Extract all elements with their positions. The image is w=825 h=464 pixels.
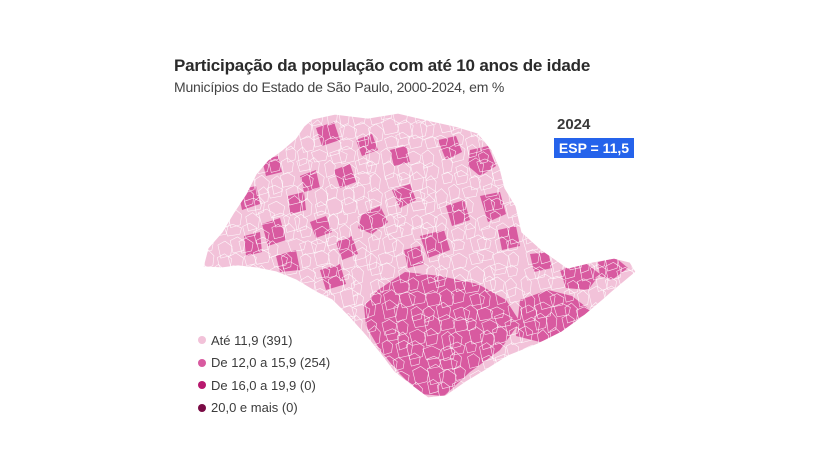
- legend-swatch-very-high: [198, 403, 206, 412]
- page-subtitle: Municípios do Estado de São Paulo, 2000-…: [174, 79, 505, 95]
- map-legend: Até 11,9 (391) De 12,0 a 15,9 (254) De 1…: [198, 329, 330, 419]
- legend-item-low: Até 11,9 (391): [198, 329, 330, 352]
- legend-item-very-high: 20,0 e mais (0): [198, 397, 330, 420]
- legend-label-low: Até 11,9 (391): [211, 332, 293, 348]
- legend-swatch-mid: [198, 358, 206, 367]
- page-title: Participação da população com até 10 ano…: [174, 56, 591, 75]
- legend-label-very-high: 20,0 e mais (0): [211, 400, 298, 416]
- legend-label-high: De 16,0 a 19,9 (0): [211, 377, 316, 393]
- legend-label-mid: De 12,0 a 15,9 (254): [211, 355, 331, 371]
- legend-swatch-high: [198, 381, 206, 390]
- year-label: 2024: [557, 116, 591, 133]
- legend-swatch-low: [198, 336, 206, 345]
- legend-item-high: De 16,0 a 19,9 (0): [198, 374, 330, 397]
- legend-item-mid: De 12,0 a 15,9 (254): [198, 352, 330, 375]
- state-average-badge: ESP = 11,5: [554, 138, 634, 158]
